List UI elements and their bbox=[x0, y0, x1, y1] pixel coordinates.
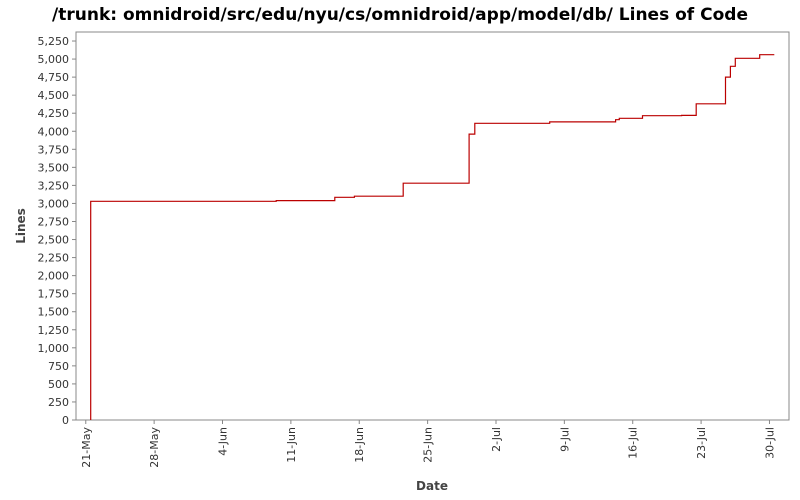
x-tick-label: 28-May bbox=[148, 427, 161, 468]
y-tick-label: 2,500 bbox=[38, 234, 70, 247]
y-tick-label: 3,250 bbox=[38, 179, 70, 192]
plot-area bbox=[75, 31, 790, 421]
y-tick-label: 500 bbox=[48, 378, 69, 391]
y-tick-label: 4,000 bbox=[38, 125, 70, 138]
y-tick-label: 750 bbox=[48, 360, 69, 373]
y-tick-label: 1,750 bbox=[38, 288, 70, 301]
x-tick-label: 23-Jul bbox=[695, 427, 708, 459]
y-tick-label: 3,750 bbox=[38, 143, 70, 156]
y-axis-label: Lines bbox=[14, 208, 28, 244]
x-tick-label: 16-Jul bbox=[627, 427, 640, 459]
y-tick-label: 5,250 bbox=[38, 35, 70, 48]
y-axis: 0 250 500 750 1,000 1,250 1,500 1,750 2,000 2,250… bbox=[38, 35, 76, 427]
y-tick-label: 0 bbox=[62, 414, 69, 427]
y-tick-label: 4,250 bbox=[38, 107, 70, 120]
y-tick-label: 4,500 bbox=[38, 89, 70, 102]
y-tick-label: 2,750 bbox=[38, 215, 70, 228]
x-tick-label: 9-Jul bbox=[558, 427, 571, 452]
y-tick-label: 3,000 bbox=[38, 197, 70, 210]
y-tick-label: 5,000 bbox=[38, 53, 70, 66]
x-axis: 21-May 28-May 4-Jun 11-Jun 18-Jun 25-Jun 2-Jul… bbox=[80, 420, 776, 468]
x-tick-label: 21-May bbox=[80, 427, 93, 468]
y-tick-label: 2,250 bbox=[38, 252, 70, 265]
x-axis-label: Date bbox=[416, 479, 448, 493]
y-tick-label: 4,750 bbox=[38, 71, 70, 84]
x-tick-label: 18-Jun bbox=[353, 427, 366, 463]
series-layer bbox=[90, 54, 775, 420]
x-tick-label: 2-Jul bbox=[490, 427, 503, 452]
series-line bbox=[90, 54, 775, 420]
y-tick-label: 1,250 bbox=[38, 324, 70, 337]
y-tick-label: 250 bbox=[48, 396, 69, 409]
y-tick-label: 1,000 bbox=[38, 342, 70, 355]
chart-title: /trunk: omnidroid/src/edu/nyu/cs/omnidro… bbox=[52, 5, 748, 25]
y-tick-label: 3,500 bbox=[38, 161, 70, 174]
y-tick-label: 1,500 bbox=[38, 306, 70, 319]
x-tick-label: 30-Jul bbox=[763, 427, 776, 459]
x-tick-label: 25-Jun bbox=[422, 427, 435, 463]
x-tick-label: 4-Jun bbox=[217, 427, 230, 456]
y-tick-label: 2,000 bbox=[38, 270, 70, 283]
x-tick-label: 11-Jun bbox=[285, 427, 298, 463]
